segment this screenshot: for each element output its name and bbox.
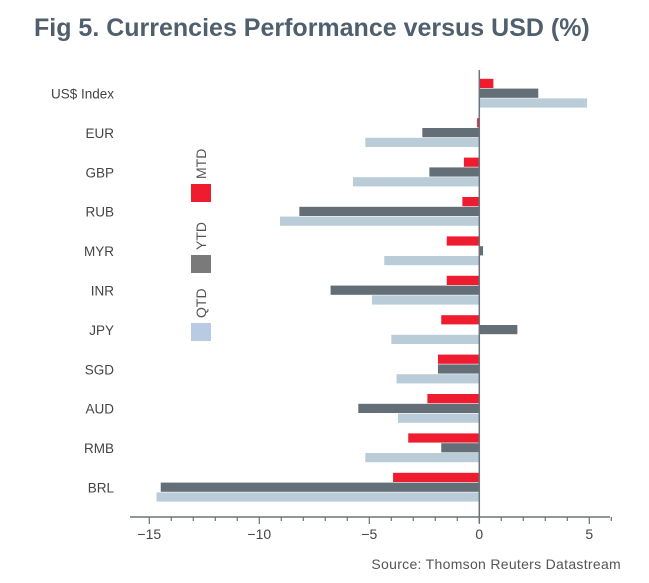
legend-label-qtd: QTD bbox=[193, 288, 209, 318]
bar-ytd bbox=[429, 167, 480, 177]
bar-qtd bbox=[353, 177, 480, 187]
legend-swatch-ytd bbox=[191, 255, 211, 273]
legend-label-ytd: YTD bbox=[193, 222, 209, 250]
x-tick-label: −15 bbox=[137, 526, 161, 542]
chart-title: Fig 5. Currencies Performance versus USD… bbox=[34, 14, 590, 42]
category-label: BRL bbox=[88, 481, 115, 496]
bar-ytd bbox=[479, 88, 539, 98]
bar-mtd bbox=[437, 354, 480, 364]
category-label: SGD bbox=[85, 362, 115, 377]
bar-qtd bbox=[479, 98, 588, 108]
bar-ytd bbox=[299, 206, 480, 216]
x-tick-label: 0 bbox=[475, 526, 483, 542]
category-label: EUR bbox=[85, 126, 114, 141]
bar-qtd bbox=[396, 374, 480, 384]
category-label: US$ Index bbox=[51, 87, 114, 102]
category-label: MYR bbox=[84, 244, 114, 259]
bar-mtd bbox=[479, 78, 494, 88]
legend-label-mtd: MTD bbox=[193, 149, 209, 179]
category-label: INR bbox=[91, 284, 115, 299]
category-label: RUB bbox=[85, 205, 114, 220]
bar-qtd bbox=[384, 256, 480, 266]
bar-ytd bbox=[422, 128, 480, 138]
bar-ytd bbox=[437, 364, 480, 374]
bar-mtd bbox=[427, 394, 480, 404]
bar-qtd bbox=[371, 295, 480, 305]
x-tick-label: 5 bbox=[585, 526, 593, 542]
bar-mtd bbox=[446, 236, 480, 246]
bar-mtd bbox=[408, 433, 480, 443]
bar-ytd bbox=[330, 285, 480, 295]
category-label: RMB bbox=[84, 441, 114, 456]
bar-qtd bbox=[365, 137, 480, 147]
bar-mtd bbox=[462, 197, 480, 207]
bar-qtd bbox=[365, 453, 480, 463]
bar-qtd bbox=[397, 413, 480, 423]
legend-swatch-qtd bbox=[191, 323, 211, 341]
bar-ytd bbox=[479, 325, 518, 335]
category-label: AUD bbox=[85, 402, 114, 417]
bar-mtd bbox=[446, 275, 480, 285]
bar-mtd bbox=[441, 315, 480, 325]
bar-qtd bbox=[391, 334, 480, 344]
bar-ytd bbox=[479, 246, 484, 256]
source-note: Source: Thomson Reuters Datastream bbox=[371, 556, 621, 572]
bar-ytd bbox=[358, 403, 480, 413]
category-label: GBP bbox=[85, 165, 114, 180]
bar-ytd bbox=[441, 443, 480, 453]
bar-mtd bbox=[393, 472, 480, 482]
bar-qtd bbox=[156, 492, 480, 502]
legend-swatch-mtd bbox=[191, 184, 211, 202]
bar-qtd bbox=[279, 216, 480, 226]
bar-mtd bbox=[477, 118, 480, 128]
bar-mtd bbox=[463, 157, 480, 167]
x-tick-label: −10 bbox=[247, 526, 271, 542]
category-label: JPY bbox=[89, 323, 114, 338]
bar-ytd bbox=[160, 482, 480, 492]
x-tick-label: −5 bbox=[361, 526, 377, 542]
